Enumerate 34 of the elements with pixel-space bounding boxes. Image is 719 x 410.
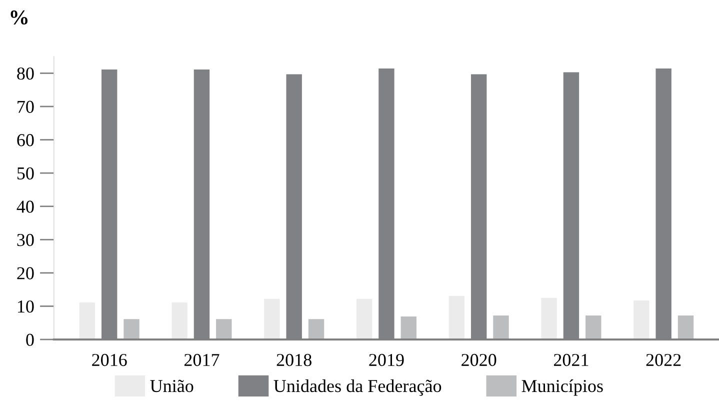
bar	[634, 300, 650, 340]
y-tick-label: 40	[16, 200, 34, 213]
bar	[264, 298, 280, 340]
y-tick-label: 50	[17, 167, 34, 180]
y-tick-label: 80	[17, 67, 34, 80]
bar	[172, 302, 188, 340]
y-tick-label: 20	[17, 267, 34, 280]
y-tick-label: 30	[17, 234, 34, 246]
legend-label: Municípios	[522, 379, 603, 396]
bar	[448, 296, 465, 340]
y-axis-title: %	[10, 10, 28, 25]
x-tick-label: 2019	[369, 354, 404, 366]
x-tick-label: 2017	[184, 354, 220, 366]
y-tick-label: 10	[18, 300, 34, 313]
bar	[493, 316, 509, 340]
legend-label: União	[150, 380, 194, 392]
bar	[678, 316, 694, 340]
bar	[124, 319, 140, 340]
bar	[356, 298, 372, 340]
bar	[586, 316, 602, 340]
x-tick-label: 2021	[554, 354, 588, 366]
y-tick-label: 60	[17, 134, 34, 146]
bar	[79, 302, 96, 340]
x-tick-label: 2018	[276, 354, 312, 366]
bar	[541, 298, 557, 340]
x-tick-label: 2020	[462, 354, 496, 366]
bar	[216, 319, 232, 340]
legend-label: Unidades da Federação	[274, 379, 442, 396]
y-tick-label: 0	[26, 334, 34, 346]
bar	[308, 319, 324, 340]
bar	[400, 316, 416, 340]
x-tick-label: 2022	[646, 354, 681, 366]
x-tick-label: 2016	[92, 354, 127, 366]
y-tick-label: 70	[18, 100, 34, 113]
